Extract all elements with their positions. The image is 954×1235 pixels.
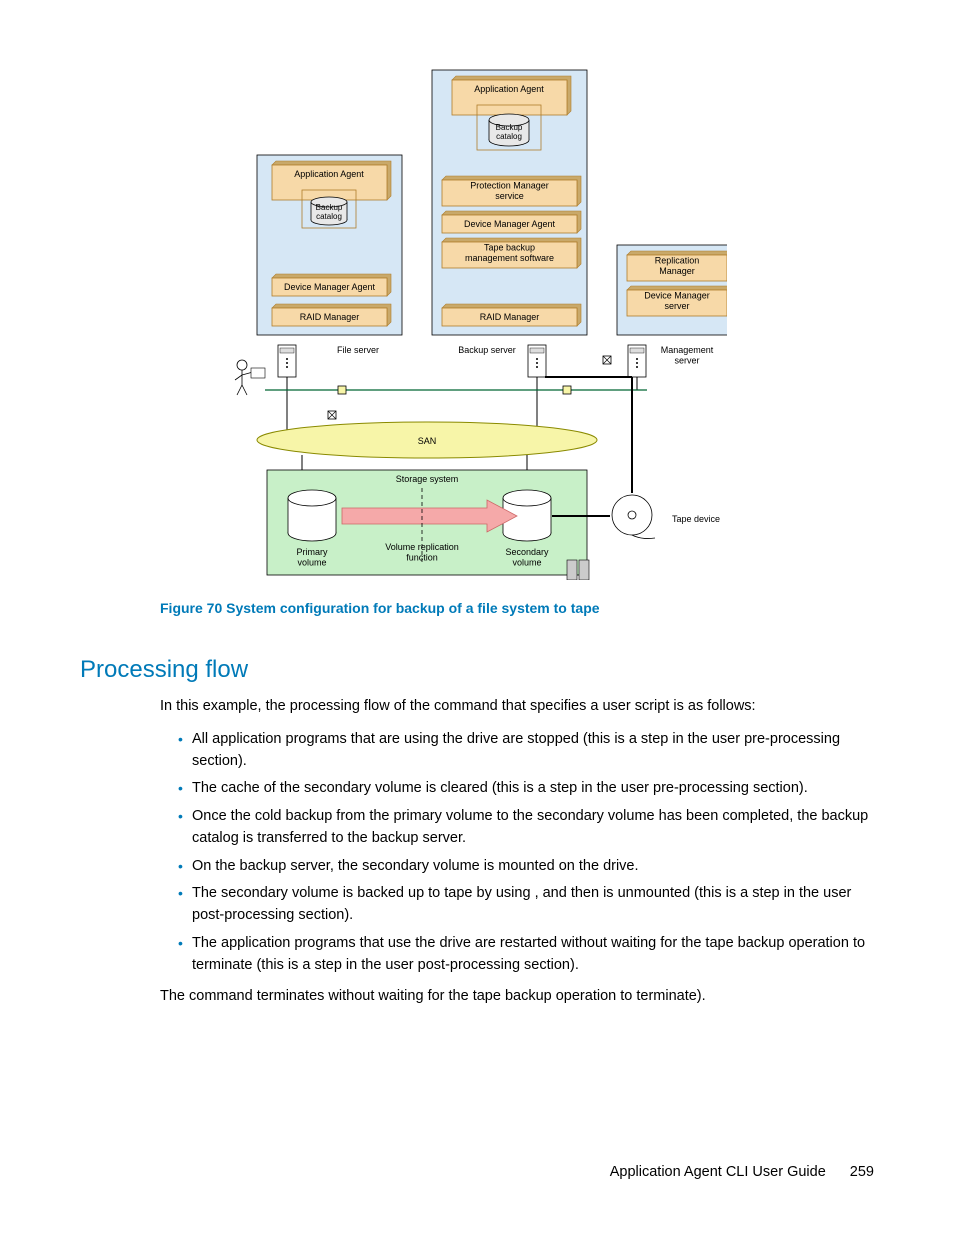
list-item: Once the cold backup from the primary vo… bbox=[178, 806, 874, 850]
svg-text:RAID Manager: RAID Manager bbox=[480, 312, 540, 322]
page: Application AgentBackupcatalogProtection… bbox=[0, 0, 954, 1235]
svg-text:Application Agent: Application Agent bbox=[294, 169, 364, 179]
svg-text:Storage system: Storage system bbox=[396, 474, 459, 484]
svg-text:Backup server: Backup server bbox=[458, 345, 516, 355]
outro-paragraph: The command terminates without waiting f… bbox=[160, 986, 874, 1009]
page-footer: Application Agent CLI User Guide 259 bbox=[610, 1164, 874, 1180]
svg-text:Primaryvolume: Primaryvolume bbox=[297, 547, 328, 567]
svg-text:RAID Manager: RAID Manager bbox=[300, 312, 360, 322]
section-heading: Processing flow bbox=[80, 656, 874, 684]
svg-text:Backupcatalog: Backupcatalog bbox=[316, 203, 343, 221]
svg-text:Backupcatalog: Backupcatalog bbox=[496, 123, 523, 141]
svg-text:File server: File server bbox=[337, 345, 379, 355]
figure-caption: Figure 70 System configuration for backu… bbox=[160, 600, 874, 616]
system-diagram: Application AgentBackupcatalogProtection… bbox=[227, 50, 727, 580]
list-item: The secondary volume is backed up to tap… bbox=[178, 883, 874, 927]
list-item: All application programs that are using … bbox=[178, 729, 874, 773]
svg-text:Application Agent: Application Agent bbox=[474, 84, 544, 94]
svg-text:Tape device: Tape device bbox=[672, 514, 720, 524]
svg-text:SAN: SAN bbox=[418, 436, 437, 446]
svg-text:ReplicationManager: ReplicationManager bbox=[655, 256, 700, 276]
body-text: In this example, the processing flow of … bbox=[160, 696, 874, 1009]
intro-paragraph: In this example, the processing flow of … bbox=[160, 696, 874, 719]
list-item: The cache of the secondary volume is cle… bbox=[178, 778, 874, 800]
svg-text:Device Manager Agent: Device Manager Agent bbox=[284, 282, 376, 292]
bullet-list: All application programs that are using … bbox=[160, 729, 874, 977]
list-item: On the backup server, the secondary volu… bbox=[178, 856, 874, 878]
footer-text: Application Agent CLI User Guide bbox=[610, 1164, 826, 1180]
svg-text:Device Manager Agent: Device Manager Agent bbox=[464, 219, 556, 229]
list-item: The application programs that use the dr… bbox=[178, 933, 874, 977]
svg-text:Managementserver: Managementserver bbox=[661, 345, 714, 365]
diagram-container: Application AgentBackupcatalogProtection… bbox=[227, 50, 727, 580]
page-number: 259 bbox=[850, 1164, 874, 1180]
